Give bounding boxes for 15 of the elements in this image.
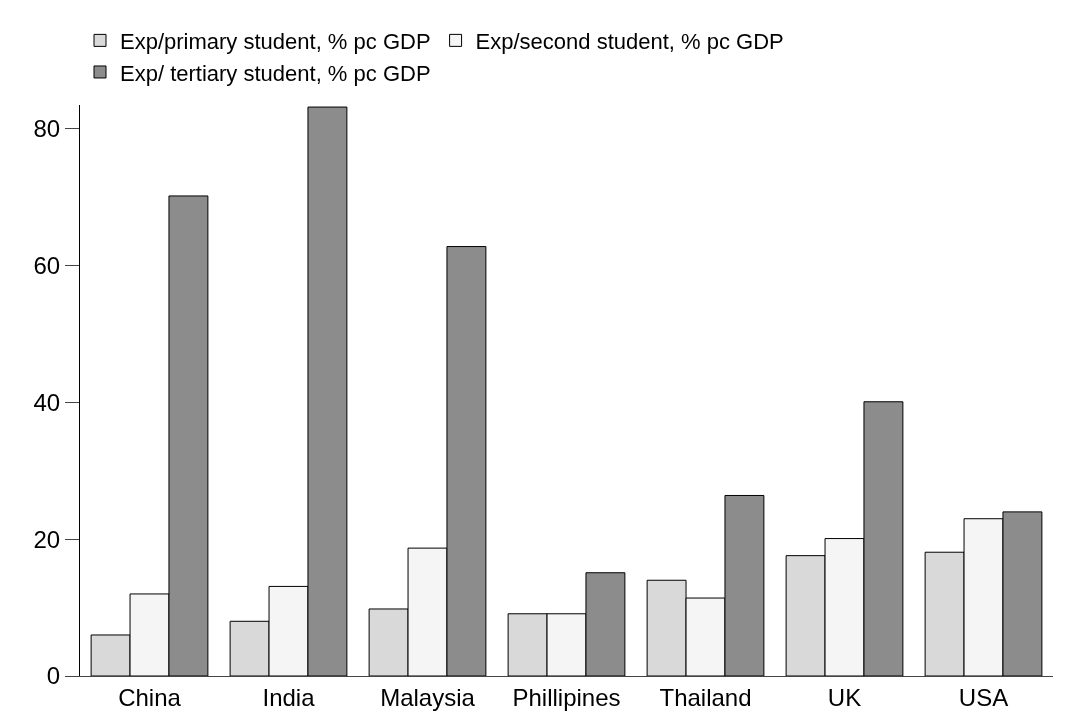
x-tick-label: China: [118, 683, 182, 711]
x-tick-label: Malaysia: [380, 683, 476, 711]
y-tick-label: 80: [33, 115, 61, 143]
legend-label: Exp/second student, % pc GDP: [475, 28, 784, 54]
legend-label: Exp/ tertiary student, % pc GDP: [120, 60, 431, 86]
x-tick-label: Thailand: [659, 683, 752, 711]
y-tick-label: 60: [33, 252, 61, 280]
legend-label: Exp/primary student, % pc GDP: [120, 28, 431, 54]
y-tick-label: 20: [33, 525, 61, 553]
x-tick-label: USA: [958, 683, 1009, 711]
y-tick-label: 40: [33, 388, 61, 416]
x-tick-label: India: [262, 683, 316, 711]
x-tick-label: UK: [827, 683, 862, 711]
x-tick-label: Phillipines: [512, 683, 621, 711]
y-tick-label: 0: [46, 662, 61, 690]
